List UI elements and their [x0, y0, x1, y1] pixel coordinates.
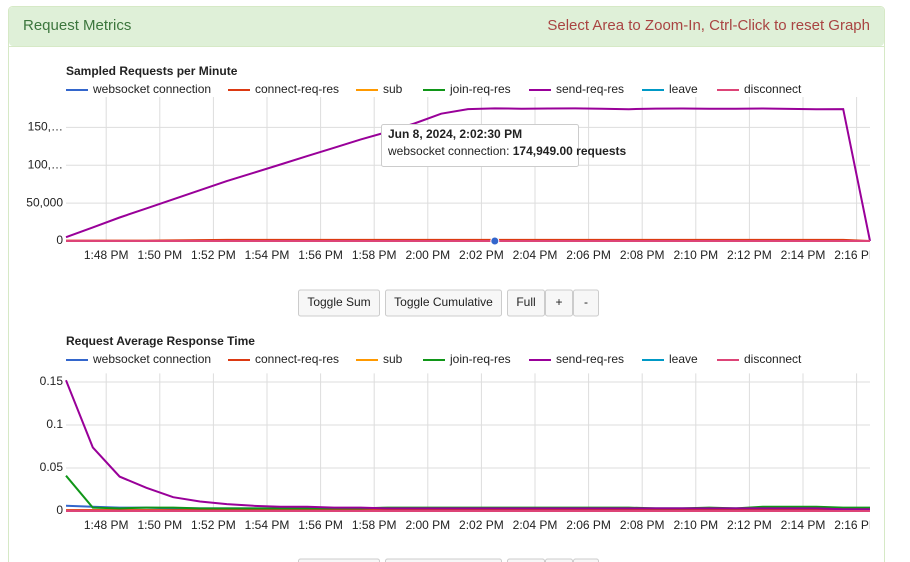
- legend-label: send-req-res: [556, 352, 624, 366]
- legend-label: websocket connection: [92, 352, 211, 366]
- x-tick-label: 1:56 PM: [298, 248, 343, 262]
- x-tick-label: 1:48 PM: [84, 248, 129, 262]
- y-tick-label: 150,…: [28, 119, 63, 133]
- button-face: [545, 289, 573, 317]
- x-tick-label: 2:02 PM: [459, 248, 504, 262]
- button-face: [385, 558, 502, 562]
- button[interactable]: [507, 558, 545, 562]
- panel: [8, 6, 885, 562]
- x-tick-label: 1:58 PM: [352, 518, 397, 532]
- x-tick-label: 2:14 PM: [781, 248, 826, 262]
- button[interactable]: [545, 558, 573, 562]
- zoom-hint: Select Area to Zoom-In, Ctrl-Click to re…: [547, 17, 870, 34]
- button-face: [507, 558, 545, 562]
- x-axis-labels: 1:48 PM 1:50 PM 1:52 PM 1:54 PM 1:56 PM 1:58 …: [84, 518, 879, 532]
- x-tick-label: 2:10 PM: [673, 248, 718, 262]
- panel-title: Request Metrics: [23, 17, 131, 34]
- button-label: Toggle Sum: [307, 295, 370, 309]
- chart-title: Sampled Requests per Minute: [66, 64, 238, 78]
- x-tick-label: 2:00 PM: [405, 248, 450, 262]
- button[interactable]: Toggle Cumulative: [385, 289, 502, 317]
- button[interactable]: -: [573, 289, 599, 317]
- button-face: [573, 558, 599, 562]
- x-tick-label: 1:52 PM: [191, 518, 236, 532]
- x-tick-label: 1:54 PM: [245, 518, 290, 532]
- x-tick-label: 2:04 PM: [513, 518, 558, 532]
- button[interactable]: +: [545, 289, 573, 317]
- series-line: [65, 379, 870, 511]
- legend-label: join-req-res: [449, 82, 511, 96]
- x-tick-label: 2:14 PM: [781, 518, 826, 532]
- x-tick-label: 1:56 PM: [298, 518, 343, 532]
- tooltip-line: websocket connection: 174,949.00 request…: [387, 144, 626, 158]
- button-face: [507, 289, 545, 317]
- button-label: Toggle Cumulative: [394, 295, 493, 309]
- button-label: -: [584, 295, 588, 309]
- legend-label: leave: [669, 352, 698, 366]
- legend-label: disconnect: [744, 352, 802, 366]
- y-tick-label: 50,000: [26, 195, 63, 209]
- button-face: [298, 289, 380, 317]
- legend-label: sub: [383, 352, 403, 366]
- x-tick-label: 2:06 PM: [566, 248, 611, 262]
- button[interactable]: [573, 558, 599, 562]
- button-face: [545, 558, 573, 562]
- x-axis-labels: 1:48 PM 1:50 PM 1:52 PM 1:54 PM 1:56 PM 1:58 …: [84, 248, 879, 262]
- x-tick-label: 2:16 PM: [834, 518, 879, 532]
- button[interactable]: Full: [507, 289, 545, 317]
- y-tick-label: 0.05: [40, 460, 64, 474]
- button-face: [573, 289, 599, 317]
- y-tick-label: 0.15: [40, 374, 64, 388]
- x-tick-label: 2:10 PM: [673, 518, 718, 532]
- x-tick-label: 2:02 PM: [459, 518, 504, 532]
- button-label: Full: [516, 295, 535, 309]
- button[interactable]: Toggle Sum: [298, 289, 380, 317]
- tooltip-series: websocket connection: [387, 144, 506, 158]
- x-tick-label: 2:08 PM: [620, 518, 665, 532]
- panel-header: [9, 7, 884, 46]
- button-label: +: [555, 295, 562, 309]
- x-tick-label: 2:12 PM: [727, 248, 772, 262]
- legend-label: disconnect: [744, 82, 802, 96]
- legend-label: send-req-res: [556, 82, 624, 96]
- tooltip-title: Jun 8, 2024, 2:02:30 PM: [388, 127, 522, 141]
- y-tick-label: 100,…: [28, 157, 63, 171]
- y-tick-label: 0: [56, 233, 63, 247]
- x-tick-label: 2:08 PM: [620, 248, 665, 262]
- button-face: [298, 558, 380, 562]
- x-tick-label: 1:50 PM: [137, 248, 182, 262]
- legend-label: connect-req-res: [255, 352, 339, 366]
- x-tick-label: 2:16 PM: [834, 248, 879, 262]
- legend-label: join-req-res: [449, 352, 511, 366]
- tooltip-box: [381, 124, 579, 167]
- x-tick-label: 2:00 PM: [405, 518, 450, 532]
- chart-title: Request Average Response Time: [66, 334, 255, 348]
- hover-point: [490, 236, 500, 246]
- series-line: [65, 107, 871, 242]
- button[interactable]: [298, 558, 380, 562]
- x-tick-label: 1:50 PM: [137, 518, 182, 532]
- x-tick-label: 2:12 PM: [727, 518, 772, 532]
- button-face: [385, 289, 502, 317]
- y-tick-label: 0: [56, 503, 63, 517]
- legend-label: sub: [383, 82, 403, 96]
- x-tick-label: 1:48 PM: [84, 518, 129, 532]
- legend-label: leave: [669, 82, 698, 96]
- button[interactable]: [385, 558, 502, 562]
- x-tick-label: 1:52 PM: [191, 248, 236, 262]
- legend-label: websocket connection: [92, 82, 211, 96]
- x-tick-label: 2:04 PM: [513, 248, 558, 262]
- x-tick-label: 1:58 PM: [352, 248, 397, 262]
- tooltip-value: 174,949.00 requests: [513, 144, 627, 158]
- x-tick-label: 2:06 PM: [566, 518, 611, 532]
- legend-label: connect-req-res: [255, 82, 339, 96]
- x-tick-label: 1:54 PM: [245, 248, 290, 262]
- y-tick-label: 0.1: [46, 417, 63, 431]
